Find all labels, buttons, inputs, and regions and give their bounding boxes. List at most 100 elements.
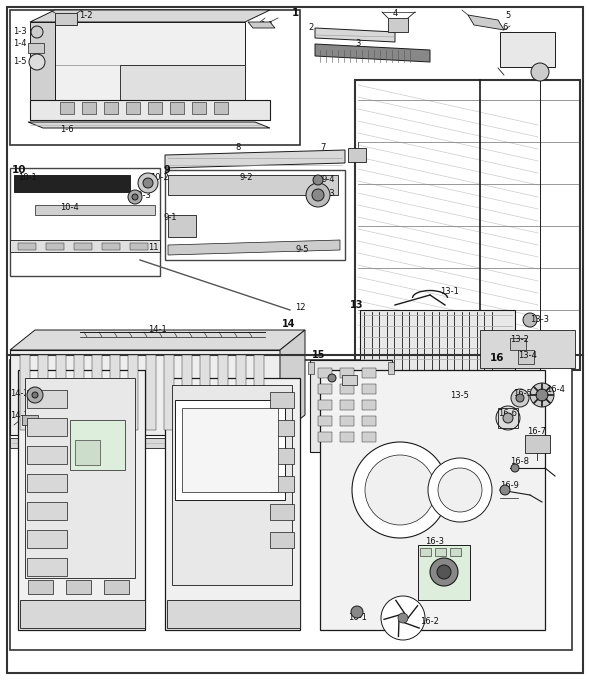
Polygon shape bbox=[248, 22, 275, 28]
Bar bbox=[27, 474, 67, 492]
Text: 1-6: 1-6 bbox=[60, 126, 74, 135]
Bar bbox=[200, 355, 210, 430]
Polygon shape bbox=[165, 150, 345, 168]
Bar bbox=[18, 243, 36, 250]
Text: 16-3: 16-3 bbox=[425, 537, 444, 547]
Text: 16-9: 16-9 bbox=[500, 481, 519, 490]
Text: 14: 14 bbox=[282, 319, 296, 329]
Circle shape bbox=[516, 394, 524, 402]
Polygon shape bbox=[30, 10, 270, 22]
Bar bbox=[308, 362, 314, 374]
Bar bbox=[27, 390, 67, 408]
Bar bbox=[38, 355, 48, 430]
Circle shape bbox=[437, 565, 451, 579]
Polygon shape bbox=[468, 15, 504, 30]
Circle shape bbox=[351, 606, 363, 618]
Bar bbox=[270, 392, 294, 408]
Bar bbox=[480, 330, 575, 368]
Text: 1: 1 bbox=[292, 8, 299, 18]
Circle shape bbox=[32, 392, 38, 398]
Bar bbox=[388, 18, 408, 32]
Bar bbox=[165, 170, 345, 260]
Bar bbox=[525, 435, 550, 453]
Text: 10-4: 10-4 bbox=[60, 203, 78, 212]
Circle shape bbox=[530, 383, 554, 407]
Bar bbox=[126, 102, 140, 114]
Bar bbox=[318, 432, 332, 442]
Bar bbox=[104, 102, 118, 114]
Text: 10: 10 bbox=[12, 165, 27, 175]
Circle shape bbox=[306, 183, 330, 207]
Circle shape bbox=[132, 194, 138, 200]
Text: 2: 2 bbox=[308, 24, 313, 33]
Polygon shape bbox=[55, 22, 245, 100]
Bar bbox=[175, 400, 285, 500]
Bar bbox=[20, 355, 30, 430]
Bar bbox=[27, 530, 67, 548]
Bar bbox=[10, 360, 572, 650]
Text: 16-4: 16-4 bbox=[546, 386, 565, 394]
Polygon shape bbox=[280, 330, 305, 435]
Text: 10-2: 10-2 bbox=[150, 173, 169, 182]
Text: 16-2: 16-2 bbox=[420, 617, 439, 626]
Text: 1-4: 1-4 bbox=[13, 39, 27, 48]
Text: 1-1: 1-1 bbox=[260, 22, 274, 31]
Bar bbox=[55, 13, 77, 25]
Bar bbox=[27, 418, 67, 436]
Text: 16-8: 16-8 bbox=[510, 458, 529, 466]
Circle shape bbox=[500, 485, 510, 495]
Circle shape bbox=[523, 313, 537, 327]
Bar bbox=[270, 532, 294, 548]
Polygon shape bbox=[30, 22, 55, 100]
Bar bbox=[214, 102, 228, 114]
Bar bbox=[130, 243, 148, 250]
Bar bbox=[25, 378, 135, 578]
Bar bbox=[102, 243, 120, 250]
Polygon shape bbox=[168, 240, 340, 255]
Circle shape bbox=[365, 455, 435, 525]
Text: 4: 4 bbox=[393, 10, 398, 18]
Circle shape bbox=[430, 558, 458, 586]
Bar bbox=[498, 408, 518, 428]
Bar bbox=[318, 384, 332, 394]
Text: 5: 5 bbox=[505, 10, 510, 20]
Bar bbox=[435, 548, 446, 556]
Polygon shape bbox=[315, 44, 430, 62]
Bar bbox=[340, 432, 354, 442]
Polygon shape bbox=[120, 65, 245, 100]
Text: 16-5: 16-5 bbox=[513, 388, 532, 398]
Circle shape bbox=[143, 178, 153, 188]
Bar bbox=[146, 355, 156, 430]
Polygon shape bbox=[320, 370, 545, 630]
Bar bbox=[362, 400, 376, 410]
Bar bbox=[110, 355, 120, 430]
Bar bbox=[164, 355, 174, 430]
Bar bbox=[420, 548, 431, 556]
Text: 14-4: 14-4 bbox=[60, 443, 78, 452]
Polygon shape bbox=[10, 350, 280, 435]
Text: 9-3: 9-3 bbox=[322, 188, 336, 197]
Bar bbox=[362, 368, 376, 378]
Circle shape bbox=[398, 613, 408, 623]
Bar bbox=[310, 360, 392, 452]
Text: 16-1: 16-1 bbox=[348, 613, 367, 622]
Text: 9: 9 bbox=[163, 165, 170, 175]
Polygon shape bbox=[30, 100, 270, 120]
Bar bbox=[10, 10, 300, 145]
Text: 16-6: 16-6 bbox=[498, 409, 517, 418]
Circle shape bbox=[511, 464, 519, 472]
Bar bbox=[450, 548, 461, 556]
Text: 16: 16 bbox=[490, 353, 504, 363]
Polygon shape bbox=[18, 370, 145, 630]
Bar bbox=[500, 32, 555, 67]
Text: 1-5: 1-5 bbox=[13, 58, 27, 67]
Bar bbox=[148, 102, 162, 114]
Polygon shape bbox=[14, 175, 130, 192]
Text: 9-1: 9-1 bbox=[163, 212, 176, 222]
Polygon shape bbox=[355, 80, 580, 370]
Text: 13-2: 13-2 bbox=[510, 335, 529, 345]
Circle shape bbox=[496, 406, 520, 430]
Bar bbox=[75, 440, 100, 465]
Polygon shape bbox=[165, 378, 300, 630]
Bar bbox=[348, 148, 366, 162]
